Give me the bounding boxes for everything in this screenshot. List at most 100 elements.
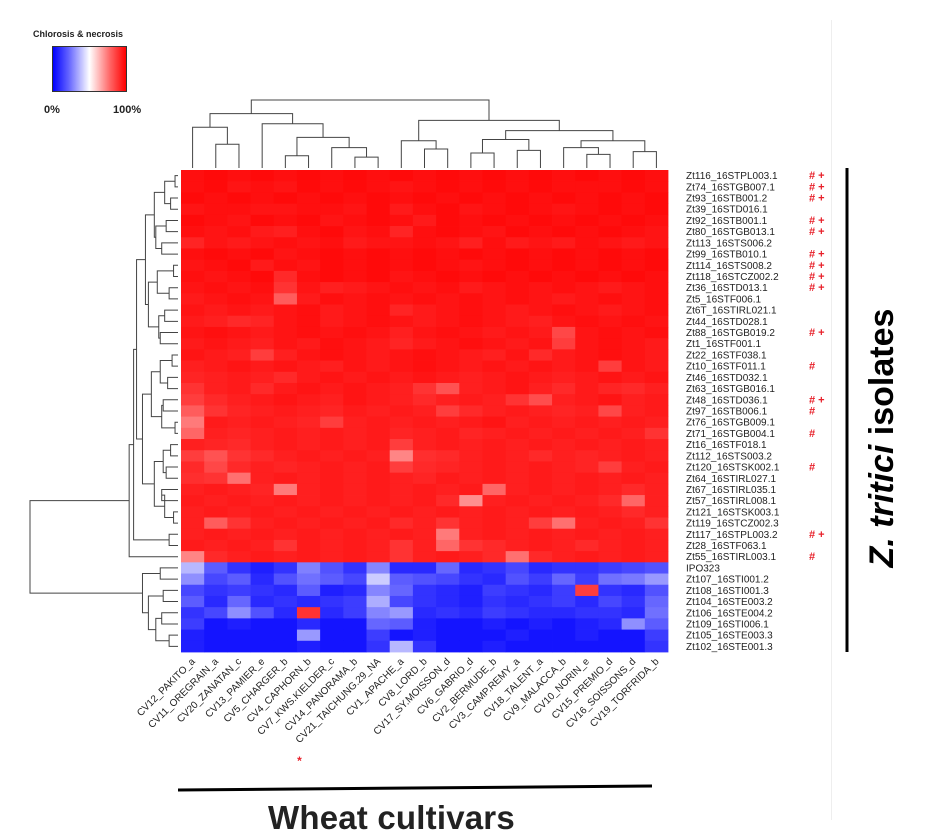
heatmap-cell xyxy=(644,226,669,238)
heatmap-cell xyxy=(250,483,275,496)
heatmap-cell xyxy=(459,203,483,216)
heatmap-cell xyxy=(621,607,646,619)
heatmap-cell xyxy=(598,315,623,328)
heatmap-cell xyxy=(296,607,321,619)
heatmap-cell xyxy=(204,382,228,395)
heatmap-cell xyxy=(598,170,623,182)
heatmap-cell xyxy=(296,181,321,193)
heatmap-cell xyxy=(273,214,298,227)
heatmap-cell xyxy=(204,472,228,485)
row-label: Zt36_16STD013.1 xyxy=(686,283,768,294)
dendrogram-link xyxy=(144,214,155,306)
heatmap-cell xyxy=(621,629,646,642)
heatmap-cell xyxy=(621,562,646,574)
heatmap-cell xyxy=(412,315,437,328)
dendrogram-link xyxy=(261,123,324,168)
heatmap-cell xyxy=(250,293,275,305)
heatmap-cell xyxy=(204,506,228,518)
heatmap-cell xyxy=(598,270,623,283)
heatmap-cell xyxy=(412,618,437,630)
heatmap-cell xyxy=(575,203,599,216)
heatmap-cell xyxy=(296,427,321,440)
heatmap-cell xyxy=(505,483,530,496)
heatmap-cell xyxy=(412,506,437,518)
heatmap-cell xyxy=(250,472,275,485)
heatmap-cell xyxy=(227,495,251,507)
heatmap-cell xyxy=(482,293,507,305)
heatmap-cell xyxy=(343,618,367,630)
dendrogram-link xyxy=(424,148,449,168)
heatmap-cell xyxy=(598,338,623,350)
heatmap-cell xyxy=(575,349,599,361)
heatmap-cell xyxy=(273,181,298,193)
row-mark: # + xyxy=(809,271,825,283)
heatmap-cell xyxy=(320,405,344,418)
heatmap-cell xyxy=(505,450,530,462)
heatmap-cell xyxy=(227,517,251,530)
heatmap-cell xyxy=(552,517,576,530)
heatmap-cell xyxy=(482,439,507,451)
heatmap-cell xyxy=(296,326,321,339)
heatmap-cell xyxy=(181,226,205,238)
heatmap-cell xyxy=(575,237,599,249)
heatmap-cell xyxy=(227,304,251,317)
heatmap-cell xyxy=(505,259,530,272)
heatmap-cell xyxy=(436,338,460,350)
heatmap-cell xyxy=(598,282,623,294)
heatmap-cell xyxy=(436,326,460,339)
heatmap-cell xyxy=(436,562,460,574)
heatmap-cell xyxy=(412,472,437,485)
heatmap-cell xyxy=(389,427,414,440)
row-mark: # + xyxy=(809,215,825,227)
heatmap-cell xyxy=(273,338,298,350)
heatmap-cell xyxy=(436,584,460,597)
heatmap-cell xyxy=(436,293,460,305)
heatmap-cell xyxy=(227,270,251,283)
heatmap-cell xyxy=(436,349,460,361)
heatmap-cell xyxy=(552,214,576,227)
heatmap-cell xyxy=(575,618,599,630)
heatmap-cell xyxy=(575,450,599,462)
heatmap-cell xyxy=(621,573,646,586)
heatmap-cell xyxy=(273,506,298,518)
heatmap-cell xyxy=(250,382,275,395)
heatmap-cell xyxy=(366,439,391,451)
heatmap-cell xyxy=(204,192,228,205)
row-mark: # + xyxy=(809,282,825,294)
heatmap-cell xyxy=(204,416,228,429)
heatmap-cell xyxy=(320,203,344,216)
heatmap-cell xyxy=(296,203,321,216)
heatmap-cell xyxy=(436,259,460,272)
heatmap-cell xyxy=(250,427,275,440)
heatmap-cell xyxy=(459,405,483,418)
heatmap-cell xyxy=(273,607,298,619)
heatmap-cell xyxy=(528,517,553,530)
heatmap-cell xyxy=(320,506,344,518)
heatmap-cell xyxy=(320,427,344,440)
heatmap-cell xyxy=(482,528,507,541)
heatmap-cell xyxy=(389,382,414,395)
heatmap-cell xyxy=(552,304,576,317)
heatmap-cell xyxy=(436,214,460,227)
heatmap-cell xyxy=(250,405,275,418)
heatmap-cell xyxy=(621,226,646,238)
heatmap-cell xyxy=(621,338,646,350)
heatmap-cell xyxy=(204,439,228,451)
heatmap-cell xyxy=(598,360,623,373)
heatmap-cell xyxy=(227,282,251,294)
heatmap-cell xyxy=(204,214,228,227)
heatmap-cell xyxy=(389,607,414,619)
heatmap-cell xyxy=(181,506,205,518)
heatmap-cell xyxy=(436,226,460,238)
heatmap-cell xyxy=(273,416,298,429)
heatmap-cell xyxy=(644,282,669,294)
dendrogram-link xyxy=(632,151,657,168)
heatmap-cell xyxy=(227,248,251,261)
heatmap-cell xyxy=(436,618,460,630)
heatmap-cell xyxy=(621,450,646,462)
heatmap-cell xyxy=(459,483,483,496)
heatmap-cell xyxy=(552,551,576,563)
heatmap-cell xyxy=(552,528,576,541)
heatmap-cell xyxy=(296,461,321,474)
heatmap-cell xyxy=(482,461,507,474)
